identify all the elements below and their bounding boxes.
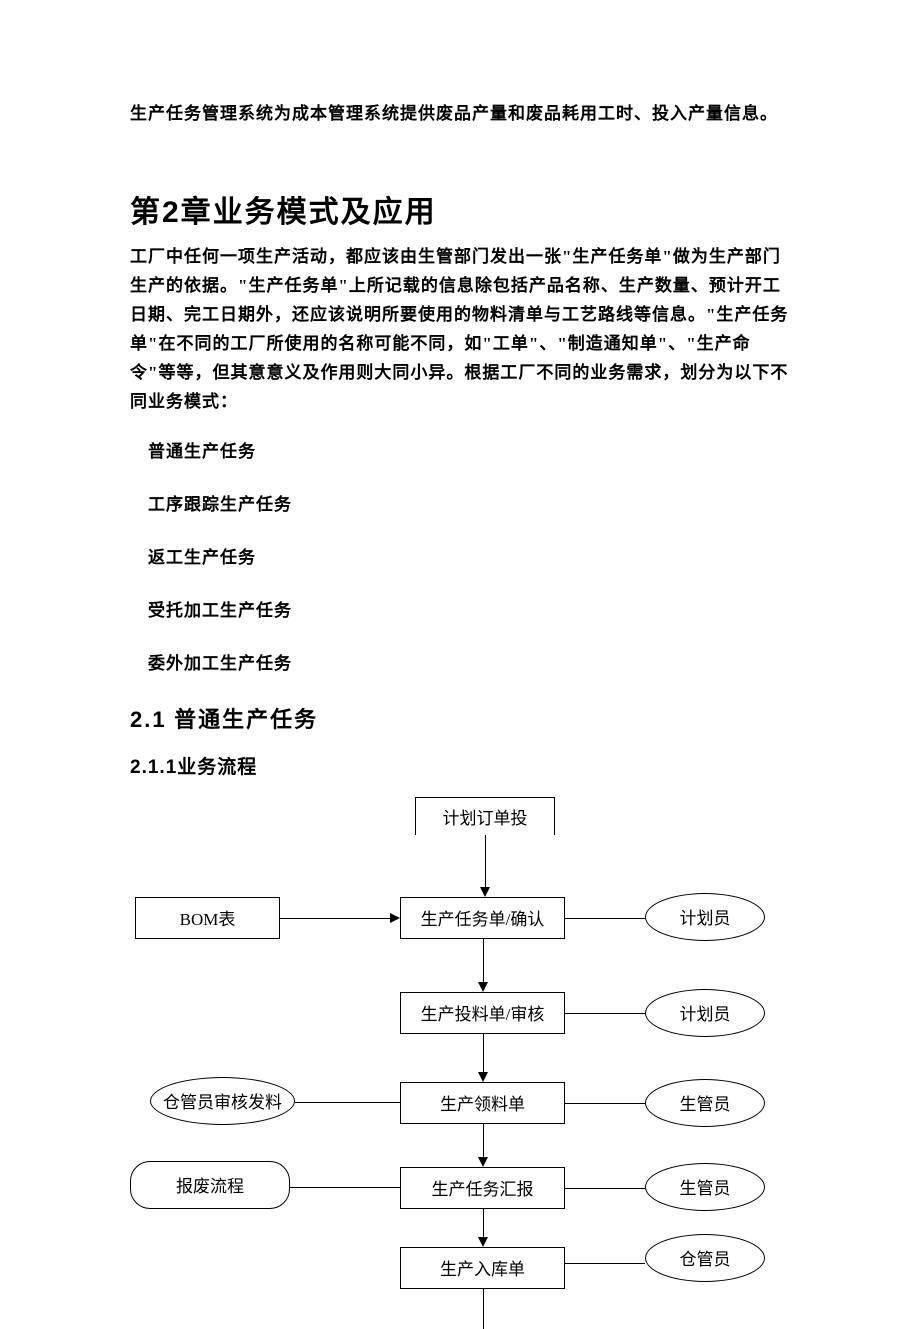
flow-edge — [565, 1103, 645, 1104]
flow-node-wh: 仓管员审核发料 — [150, 1077, 295, 1125]
mode-item: 受托加工生产任务 — [148, 596, 790, 621]
flow-edge — [483, 1124, 484, 1159]
business-flowchart: 计划订单投生产任务单/确认生产投料单/审核生产领料单生产任务汇报生产入库单 BOM… — [130, 797, 790, 1327]
section-2-1-heading: 2.1 普通生产任务 — [130, 702, 790, 734]
chapter-title-text: 业务模式及应用 — [213, 196, 437, 229]
subsection-number: 2.1.1 — [130, 757, 177, 778]
section-number: 2.1 — [130, 707, 167, 732]
intro-paragraph: 生产任务管理系统为成本管理系统提供废品产量和废品耗用工时、投入产量信息。 — [130, 100, 790, 127]
chapter-heading: 第2章业务模式及应用 — [130, 187, 790, 231]
flow-edge — [483, 1289, 484, 1329]
flow-edge — [483, 939, 484, 984]
flow-node-n1: 计划订单投 — [415, 797, 555, 835]
flow-edge — [565, 918, 645, 919]
flow-arrowhead — [478, 982, 488, 992]
flow-node-p1: 计划员 — [645, 893, 765, 941]
section-title: 普通生产任务 — [174, 707, 318, 732]
mode-item: 工序跟踪生产任务 — [148, 490, 790, 515]
flow-node-n3: 生产投料单/审核 — [400, 992, 565, 1034]
mode-list: 普通生产任务 工序跟踪生产任务 返工生产任务 受托加工生产任务 委外加工生产任务 — [148, 437, 790, 674]
flow-node-n2: 生产任务单/确认 — [400, 897, 565, 939]
flow-node-scrap: 报废流程 — [130, 1161, 290, 1209]
mode-item: 普通生产任务 — [148, 437, 790, 462]
chapter-number: 第2章 — [130, 196, 213, 229]
flow-edge — [565, 1263, 645, 1264]
flow-arrowhead — [478, 1072, 488, 1082]
document-page: 生产任务管理系统为成本管理系统提供废品产量和废品耗用工时、投入产量信息。 第2章… — [0, 0, 920, 1302]
flow-node-p2: 计划员 — [645, 989, 765, 1037]
flow-edge — [565, 1013, 645, 1014]
flow-arrowhead — [478, 1157, 488, 1167]
flow-arrowhead — [390, 913, 400, 923]
section-2-1-1-heading: 2.1.1业务流程 — [130, 752, 790, 779]
mode-item: 委外加工生产任务 — [148, 649, 790, 674]
subsection-title: 业务流程 — [177, 757, 257, 778]
chapter-body-paragraph: 工厂中任何一项生产活动，都应该由生管部门发出一张"生产任务单"做为生产部门生产的… — [130, 243, 790, 416]
flow-edge — [290, 1187, 400, 1188]
flow-edge — [295, 1102, 400, 1103]
flow-edge — [485, 835, 486, 889]
flow-node-n6: 生产入库单 — [400, 1247, 565, 1289]
flow-node-n5: 生产任务汇报 — [400, 1167, 565, 1209]
flow-arrowhead — [478, 1237, 488, 1247]
flow-node-p5: 仓管员 — [645, 1234, 765, 1282]
mode-item: 返工生产任务 — [148, 543, 790, 568]
flow-edge — [280, 918, 392, 919]
flow-node-n4: 生产领料单 — [400, 1082, 565, 1124]
flow-node-p4: 生管员 — [645, 1163, 765, 1211]
flow-node-p3: 生管员 — [645, 1079, 765, 1127]
flow-arrowhead — [480, 887, 490, 897]
flow-node-bom: BOM表 — [135, 897, 280, 939]
flow-edge — [565, 1188, 645, 1189]
flow-edge — [483, 1034, 484, 1074]
flow-edge — [483, 1209, 484, 1239]
